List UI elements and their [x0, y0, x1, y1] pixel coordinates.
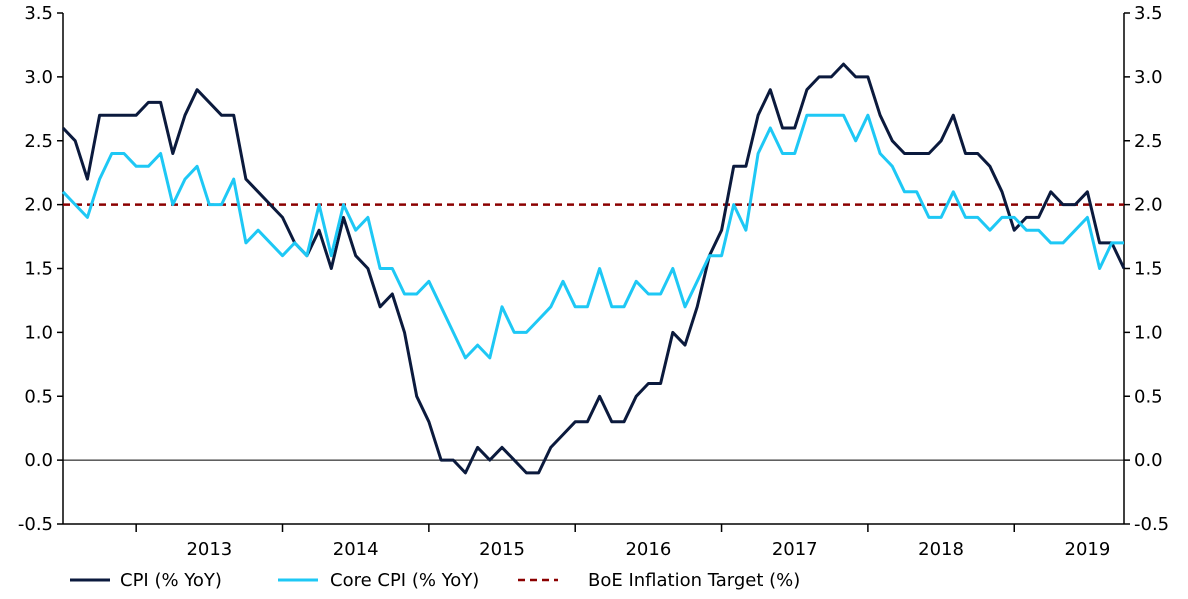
axes: -0.5 -0.5 0.0 0.0 0.5 0.5 1.0 1.0 1.5 1.5 2.0 2.0 2.…	[18, 3, 1169, 560]
x-tick-label: 2015	[479, 539, 525, 560]
y-tick-label-left: 1.0	[24, 322, 53, 343]
series-lines	[61, 62, 1126, 475]
y-tick-label-left: 0.0	[24, 450, 53, 471]
y-tick-label-right: 2.0	[1134, 195, 1163, 216]
y-tick-label-right: 0.0	[1134, 450, 1163, 471]
y-tick-label-right: 1.5	[1134, 259, 1163, 280]
legend-label-0: CPI (% YoY)	[120, 570, 222, 591]
y-tick-label-left: 3.5	[24, 3, 53, 24]
y-tick-label-left: 0.5	[24, 386, 53, 407]
series-line-1	[61, 113, 1124, 360]
y-tick-label-left: 3.0	[24, 67, 53, 88]
x-tick-label: 2019	[1065, 539, 1111, 560]
legend-label-1: Core CPI (% YoY)	[330, 570, 479, 591]
series-line-0	[61, 62, 1126, 475]
legend-label-2: BoE Inflation Target (%)	[588, 570, 800, 591]
x-tick-label: 2014	[333, 539, 379, 560]
x-tick-label: 2013	[186, 539, 232, 560]
y-tick-label-left: -0.5	[18, 514, 53, 535]
y-tick-label-left: 2.0	[24, 195, 53, 216]
y-tick-label-right: 0.5	[1134, 386, 1163, 407]
y-tick-label-right: 2.5	[1134, 131, 1163, 152]
y-tick-label-left: 1.5	[24, 259, 53, 280]
legend: CPI (% YoY) Core CPI (% YoY) BoE Inflation…	[70, 570, 800, 591]
y-tick-label-right: 1.0	[1134, 322, 1163, 343]
x-tick-label: 2018	[918, 539, 964, 560]
x-tick-label: 2016	[625, 539, 671, 560]
y-tick-label-right: 3.5	[1134, 3, 1163, 24]
x-tick-label: 2017	[772, 539, 818, 560]
y-tick-label-right: 3.0	[1134, 67, 1163, 88]
y-tick-label-left: 2.5	[24, 131, 53, 152]
y-tick-label-right: -0.5	[1134, 514, 1169, 535]
